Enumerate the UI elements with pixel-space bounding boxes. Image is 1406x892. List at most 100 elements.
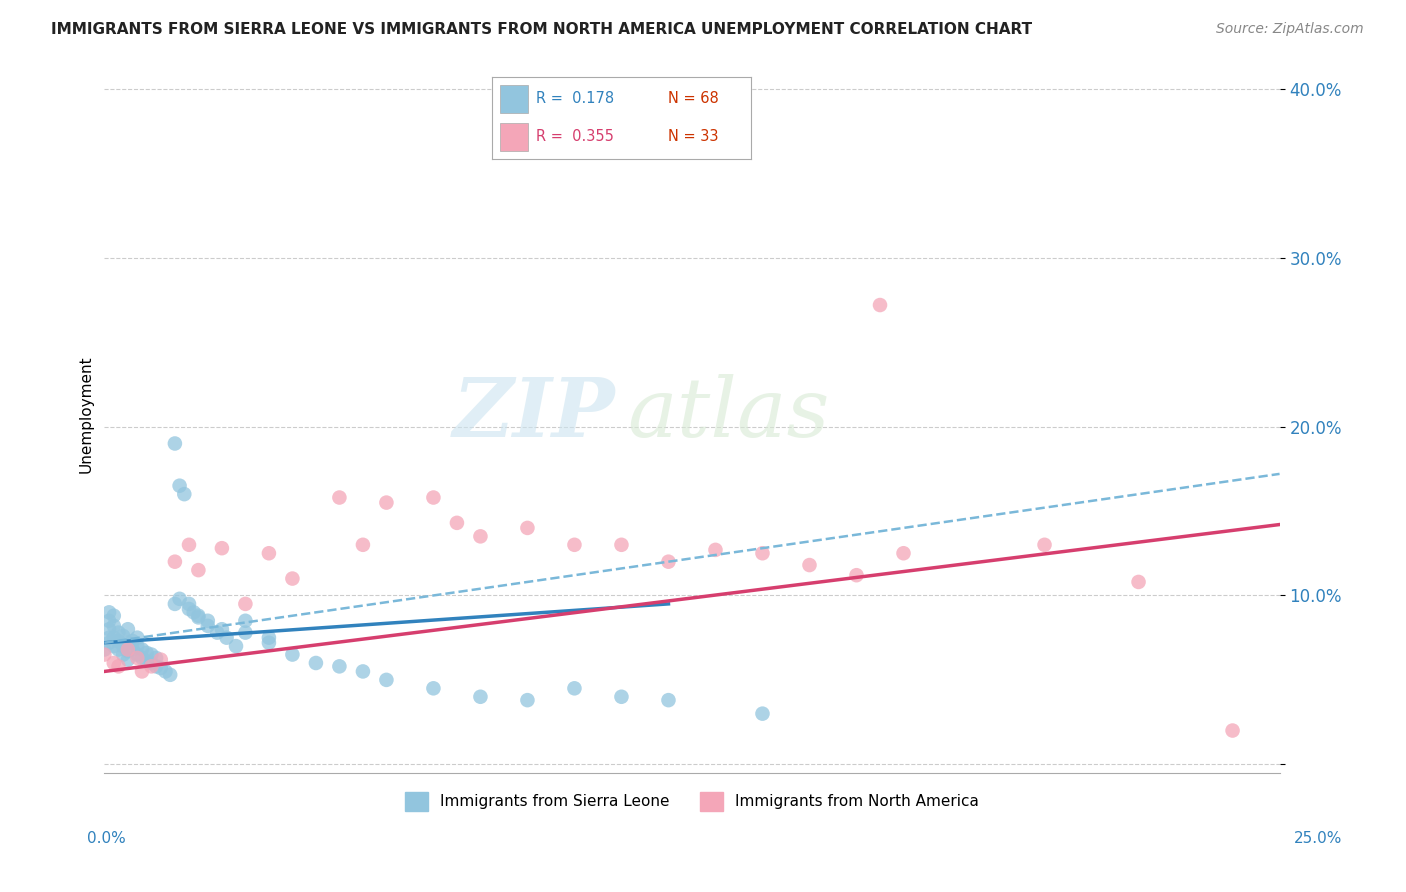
Point	[155, 665, 177, 679]
Point	[1128, 574, 1150, 589]
Point	[869, 298, 891, 312]
Legend: Immigrants from Sierra Leone, Immigrants from North America: Immigrants from Sierra Leone, Immigrants…	[399, 786, 986, 817]
Point	[187, 610, 209, 624]
Point	[127, 631, 149, 645]
Point	[235, 625, 257, 640]
Point	[422, 681, 444, 696]
Text: 25.0%: 25.0%	[1295, 831, 1343, 846]
Point	[197, 614, 219, 628]
Point	[235, 614, 257, 628]
Point	[328, 491, 350, 505]
Point	[215, 631, 238, 645]
Point	[141, 648, 163, 662]
Text: atlas: atlas	[627, 374, 830, 454]
Point	[751, 546, 773, 560]
Point	[375, 495, 398, 509]
Point	[173, 487, 195, 501]
Point	[163, 436, 186, 450]
Point	[98, 614, 121, 628]
Point	[135, 646, 157, 660]
Point	[1222, 723, 1244, 738]
Point	[375, 673, 398, 687]
Point	[211, 541, 233, 556]
Point	[205, 625, 228, 640]
Point	[516, 693, 538, 707]
Point	[103, 656, 125, 670]
Y-axis label: Unemployment: Unemployment	[79, 355, 93, 473]
Point	[845, 568, 868, 582]
Text: ZIP: ZIP	[453, 374, 616, 454]
Point	[112, 639, 135, 653]
Point	[103, 608, 125, 623]
Point	[893, 546, 915, 560]
Point	[127, 639, 149, 653]
Text: IMMIGRANTS FROM SIERRA LEONE VS IMMIGRANTS FROM NORTH AMERICA UNEMPLOYMENT CORRE: IMMIGRANTS FROM SIERRA LEONE VS IMMIGRAN…	[51, 22, 1032, 37]
Point	[564, 681, 586, 696]
Point	[281, 648, 304, 662]
Point	[131, 651, 153, 665]
Point	[107, 634, 129, 648]
Point	[177, 538, 200, 552]
Point	[117, 642, 139, 657]
Point	[197, 619, 219, 633]
Point	[187, 563, 209, 577]
Point	[799, 558, 821, 572]
Point	[328, 659, 350, 673]
Point	[145, 651, 167, 665]
Point	[117, 636, 139, 650]
Point	[352, 665, 374, 679]
Point	[117, 622, 139, 636]
Point	[422, 491, 444, 505]
Point	[117, 652, 139, 666]
Point	[145, 659, 167, 673]
Point	[141, 659, 163, 673]
Point	[117, 644, 139, 658]
Point	[470, 690, 492, 704]
Point	[112, 629, 135, 643]
Point	[103, 631, 125, 645]
Point	[235, 597, 257, 611]
Point	[169, 479, 191, 493]
Point	[159, 668, 181, 682]
Point	[107, 659, 129, 673]
Point	[93, 642, 115, 657]
Point	[141, 656, 163, 670]
Point	[98, 622, 121, 636]
Point	[121, 634, 143, 648]
Point	[131, 665, 153, 679]
Point	[446, 516, 468, 530]
Point	[470, 529, 492, 543]
Point	[103, 639, 125, 653]
Point	[257, 631, 280, 645]
Point	[163, 597, 186, 611]
Point	[305, 656, 328, 670]
Point	[704, 542, 727, 557]
Point	[107, 625, 129, 640]
Point	[98, 636, 121, 650]
Point	[177, 602, 200, 616]
Point	[610, 538, 633, 552]
Point	[187, 608, 209, 623]
Point	[127, 648, 149, 662]
Point	[107, 642, 129, 657]
Point	[257, 546, 280, 560]
Text: Source: ZipAtlas.com: Source: ZipAtlas.com	[1216, 22, 1364, 37]
Point	[516, 521, 538, 535]
Point	[1033, 538, 1056, 552]
Point	[112, 648, 135, 662]
Point	[211, 622, 233, 636]
Point	[225, 639, 247, 653]
Point	[177, 597, 200, 611]
Point	[657, 693, 679, 707]
Point	[149, 652, 172, 666]
Point	[183, 605, 205, 619]
Point	[131, 642, 153, 657]
Point	[93, 648, 115, 662]
Point	[610, 690, 633, 704]
Point	[564, 538, 586, 552]
Point	[163, 555, 186, 569]
Point	[98, 631, 121, 645]
Point	[103, 619, 125, 633]
Point	[98, 605, 121, 619]
Point	[657, 555, 679, 569]
